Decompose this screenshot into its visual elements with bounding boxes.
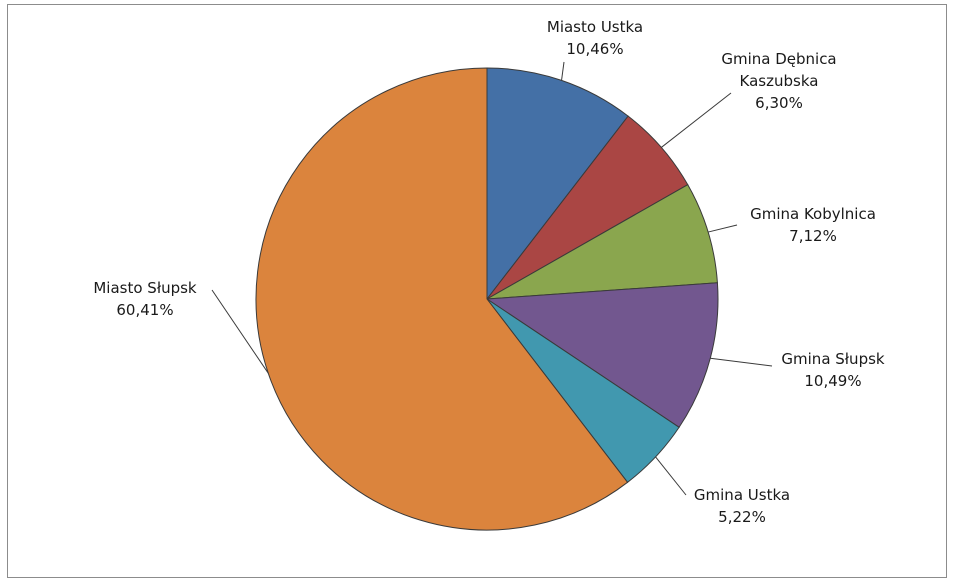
data-label-3: Gmina Słupsk 10,49%: [781, 350, 884, 390]
data-label-2-line-1: 7,12%: [789, 227, 837, 245]
data-label-1-line-0: Gmina Dębnica: [721, 50, 836, 68]
data-label-3-line-0: Gmina Słupsk: [781, 350, 884, 368]
data-label-3-line-1: 10,49%: [804, 372, 861, 390]
pie-slice-0: [486, 67, 629, 301]
data-label-0-line-1: 10,46%: [566, 40, 623, 58]
data-label-4: Gmina Ustka 5,22%: [694, 486, 790, 526]
data-label-1-line-1: Kaszubska: [740, 72, 819, 90]
pie-slice-2: [486, 183, 718, 300]
data-label-5-line-1: 60,41%: [116, 301, 173, 319]
data-label-2: Gmina Kobylnica 7,12%: [750, 205, 876, 245]
data-label-5-line-0: Miasto Słupsk: [93, 279, 197, 297]
pie-slices: [255, 67, 719, 531]
data-label-0: Miasto Ustka 10,46%: [547, 18, 643, 58]
leader-line-2: [707, 224, 738, 233]
pie-slice-3: [485, 282, 719, 428]
leader-line-1: [661, 92, 732, 148]
data-label-1: Gmina Dębnica Kaszubska 6,30%: [721, 50, 836, 112]
data-label-5: Miasto Słupsk 60,41%: [93, 279, 197, 319]
data-label-0-line-0: Miasto Ustka: [547, 18, 643, 36]
leader-line-3: [710, 357, 773, 367]
data-label-2-line-0: Gmina Kobylnica: [750, 205, 876, 223]
leader-lines: [211, 61, 773, 496]
pie-slice-5: [255, 67, 629, 531]
leader-line-0: [561, 61, 565, 81]
leader-line-5: [211, 289, 269, 374]
data-label-4-line-0: Gmina Ustka: [694, 486, 790, 504]
leader-line-4: [655, 456, 687, 496]
data-label-1-line-2: 6,30%: [755, 94, 803, 112]
data-label-4-line-1: 5,22%: [718, 508, 766, 526]
data-labels: Miasto Ustka 10,46% Gmina Dębnica Kaszubska…: [93, 18, 885, 526]
